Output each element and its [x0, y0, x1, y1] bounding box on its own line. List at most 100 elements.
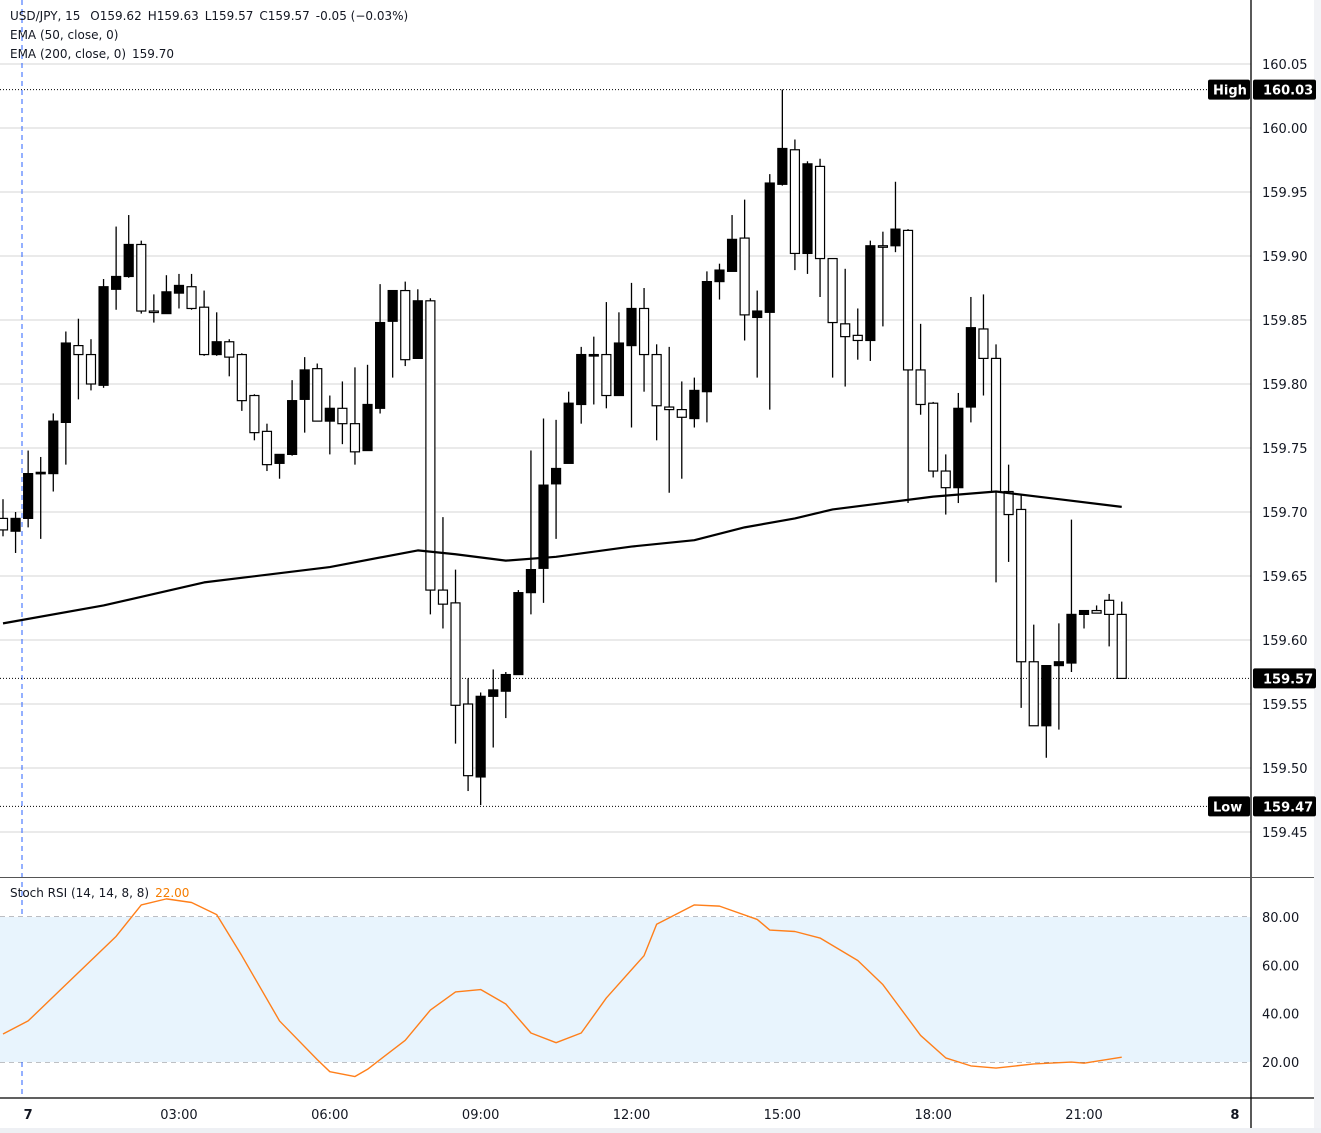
- candle: [123, 215, 134, 278]
- candle-body-down: [651, 353, 662, 407]
- ema200-label: EMA (200, close, 0): [10, 47, 127, 61]
- candle-body-up: [777, 147, 788, 185]
- candle-body-up: [375, 321, 386, 409]
- candle-body-down: [450, 602, 461, 706]
- candle-body-down: [928, 402, 939, 472]
- candle-body-up: [111, 275, 122, 290]
- candle-body-down: [664, 406, 675, 411]
- candle: [890, 181, 901, 253]
- price-tick-label: 159.75: [1262, 442, 1308, 457]
- stoch-tick-label: 60.00: [1262, 959, 1299, 974]
- candle-body-up: [48, 420, 59, 475]
- candle-body-down: [1091, 609, 1102, 614]
- stoch-layer: [2, 898, 1122, 1078]
- candle-body-up: [123, 243, 134, 278]
- low-value: L159.57: [204, 9, 254, 23]
- candle: [877, 231, 889, 327]
- ema50-legend[interactable]: EMA (50, close, 0): [10, 26, 124, 45]
- candle: [701, 271, 713, 423]
- candle: [1116, 601, 1127, 680]
- ema200-value: 159.70: [132, 47, 175, 61]
- open-value: O159.62: [90, 9, 142, 23]
- candle: [299, 357, 310, 433]
- candle-body-up: [689, 389, 700, 420]
- candle-body-up: [211, 341, 222, 356]
- candle: [35, 456, 46, 539]
- candle-body-up: [953, 407, 964, 489]
- high-label-bg: [1208, 79, 1250, 100]
- candle-body-down: [1116, 613, 1127, 680]
- candle: [689, 377, 700, 428]
- candle-body-up: [726, 238, 738, 272]
- candle: [224, 339, 235, 377]
- candle-body-up: [1066, 613, 1077, 664]
- candle: [550, 419, 562, 539]
- candle: [538, 418, 549, 603]
- price-tick-label: 159.60: [1262, 634, 1308, 649]
- stoch-rsi-line: [2, 898, 1122, 1078]
- candle: [387, 289, 398, 378]
- candle-body-up: [98, 286, 109, 386]
- candle-body-down: [877, 245, 889, 248]
- candle-body-down: [224, 341, 235, 358]
- symbol-legend: USD/JPY, 15 O159.62 H159.63 L159.57 C159.57…: [10, 7, 414, 26]
- candle-body-down: [638, 307, 650, 356]
- candle-body-down: [249, 394, 260, 434]
- candle: [764, 174, 775, 410]
- candle-body-up: [802, 163, 813, 255]
- candle: [287, 380, 298, 456]
- candle-body-down: [349, 423, 361, 453]
- candle-body-down: [400, 289, 411, 361]
- price-tick-label: 159.50: [1262, 762, 1308, 777]
- candle-body-down: [199, 306, 210, 356]
- candle-body-up: [1053, 661, 1064, 667]
- candle: [752, 290, 763, 378]
- candle: [525, 450, 537, 615]
- candle-body-up: [1078, 609, 1090, 615]
- candle-body-down: [676, 409, 687, 418]
- candle: [148, 294, 159, 323]
- candle: [1104, 593, 1115, 647]
- candle: [475, 692, 486, 806]
- candle: [651, 344, 662, 441]
- candle: [940, 454, 951, 515]
- candle-body-down: [601, 353, 612, 397]
- stoch-label: Stoch RSI (14, 14, 8, 8): [10, 886, 150, 900]
- candle-body-up: [550, 467, 562, 485]
- price-tick-label: 159.70: [1262, 506, 1308, 521]
- candle: [73, 318, 84, 400]
- candle-body-up: [475, 695, 486, 778]
- stoch-value: 22.00: [155, 886, 190, 900]
- candle: [60, 331, 71, 465]
- candle: [814, 158, 826, 297]
- candle-body-up: [890, 228, 901, 247]
- candle-body-down: [136, 243, 147, 312]
- candle-body-up: [588, 353, 599, 357]
- ema200-legend[interactable]: EMA (200, close, 0) 159.70: [10, 45, 180, 64]
- candle: [337, 381, 348, 445]
- candle-body-down: [1028, 661, 1039, 727]
- candle: [173, 273, 185, 309]
- candle-body-down: [840, 323, 851, 338]
- candle: [1028, 624, 1039, 727]
- bottom-strip: [0, 1128, 1321, 1133]
- stoch-legend[interactable]: Stoch RSI (14, 14, 8, 8) 22.00: [10, 884, 195, 903]
- low-label-bg: [1208, 796, 1250, 817]
- candle: [1066, 519, 1077, 672]
- candle-body-down: [437, 589, 449, 605]
- stoch-tick-label: 40.00: [1262, 1008, 1299, 1023]
- candle: [85, 339, 97, 391]
- time-tick-label: 15:00: [764, 1108, 801, 1123]
- candle-body-down: [337, 407, 348, 425]
- candle: [513, 590, 524, 676]
- candle: [199, 290, 210, 356]
- candle: [1041, 664, 1052, 758]
- candle-body-up: [274, 453, 285, 464]
- candle-body-up: [488, 689, 499, 697]
- candle: [48, 413, 59, 492]
- time-tick-label: 12:00: [613, 1108, 650, 1123]
- candle-body-down: [85, 353, 97, 385]
- candle: [865, 240, 876, 361]
- candle-body-down: [789, 149, 801, 255]
